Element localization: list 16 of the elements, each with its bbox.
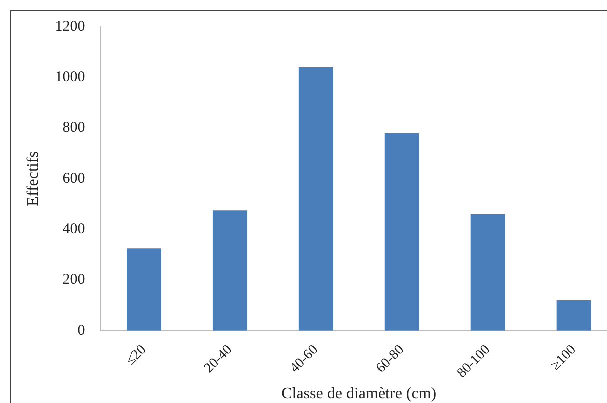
bar — [556, 300, 592, 331]
y-tick-label: 1000 — [55, 70, 86, 86]
y-axis-title: Effectifs — [24, 152, 42, 206]
bar — [212, 210, 248, 331]
bar — [298, 68, 334, 331]
bar — [470, 214, 506, 331]
y-tick-label: 1200 — [55, 18, 86, 35]
bar — [384, 133, 420, 331]
y-tick-label: 800 — [62, 120, 86, 136]
y-tick-label: 400 — [62, 222, 86, 238]
y-tick-label: 600 — [62, 170, 86, 187]
bar — [126, 248, 162, 331]
x-axis-title: Classe de diamètre (cm) — [282, 386, 437, 403]
y-tick-label: 0 — [78, 322, 86, 339]
y-tick-label: 200 — [62, 272, 86, 288]
x-tick-label: ≤20 — [124, 342, 150, 369]
